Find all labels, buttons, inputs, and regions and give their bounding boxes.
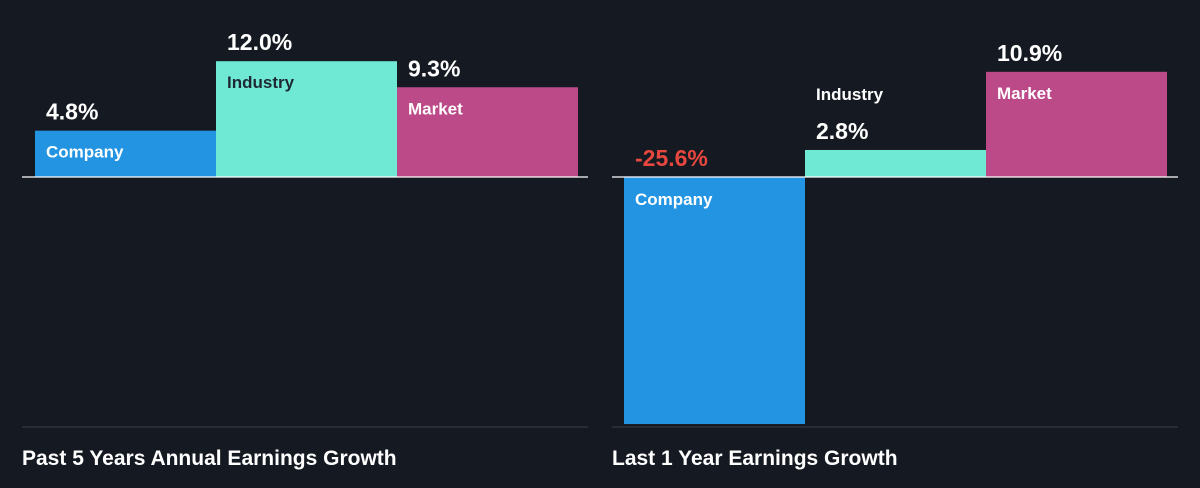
bar-market-past-5-years [397,87,578,177]
category-label-market-past-5-years: Market [408,99,463,118]
value-label-industry-last-1-year: 2.8% [816,118,868,144]
chart-title-right: Last 1 Year Earnings Growth [612,447,898,470]
bar-company-past-5-years [35,130,216,177]
category-label-company-last-1-year: Company [635,190,713,209]
category-label-industry-past-5-years: Industry [227,73,295,92]
bar-industry-past-5-years [216,61,397,178]
panel-last-1-year: -25.6% Company 2.8% Industry 10.9% Market Las… [612,40,1178,470]
bar-group-right: -25.6% Company 2.8% Industry 10.9% Market [624,40,1167,425]
value-label-company-past-5-years: 4.8% [46,99,98,125]
panel-past-5-years: 4.8% Company 12.0% Industry 9.3% Market Past … [22,29,588,470]
value-label-market-last-1-year: 10.9% [997,40,1062,66]
bar-group-left: 4.8% Company 12.0% Industry 9.3% Market [35,29,578,178]
chart-title-left: Past 5 Years Annual Earnings Growth [22,447,397,470]
value-label-market-past-5-years: 9.3% [408,55,460,81]
category-label-company-past-5-years: Company [46,143,124,162]
category-label-industry-last-1-year: Industry [816,85,884,104]
value-label-industry-past-5-years: 12.0% [227,29,292,55]
bar-company-last-1-year [624,177,805,425]
category-label-market-last-1-year: Market [997,84,1052,103]
value-label-company-last-1-year: -25.6% [635,145,708,171]
bar-market-last-1-year [986,71,1167,177]
bar-industry-last-1-year [805,149,986,177]
